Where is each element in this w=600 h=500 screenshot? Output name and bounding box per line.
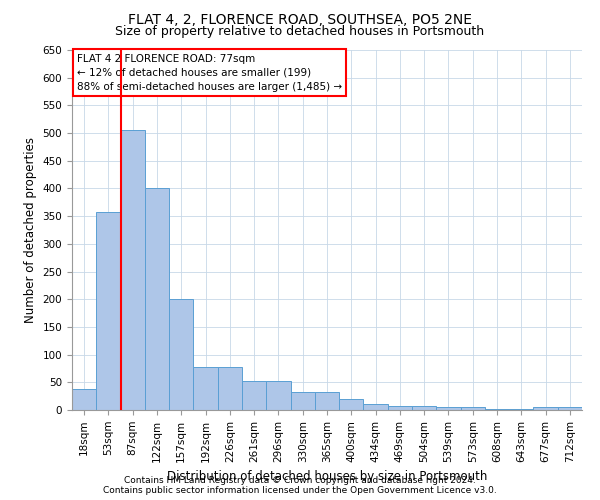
Bar [388, 406, 412, 410]
Text: FLAT 4, 2, FLORENCE ROAD, SOUTHSEA, PO5 2NE: FLAT 4, 2, FLORENCE ROAD, SOUTHSEA, PO5 … [128, 12, 472, 26]
Bar [218, 367, 242, 410]
Bar [266, 380, 290, 410]
Bar [436, 407, 461, 410]
Text: Contains HM Land Registry data © Crown copyright and database right 2024.: Contains HM Land Registry data © Crown c… [124, 476, 476, 485]
Bar [72, 389, 96, 410]
Text: FLAT 4 2 FLORENCE ROAD: 77sqm
← 12% of detached houses are smaller (199)
88% of : FLAT 4 2 FLORENCE ROAD: 77sqm ← 12% of d… [77, 54, 342, 92]
Bar [558, 407, 582, 410]
Bar [364, 404, 388, 410]
Bar [461, 407, 485, 410]
Y-axis label: Number of detached properties: Number of detached properties [24, 137, 37, 323]
Bar [193, 367, 218, 410]
Bar [96, 212, 121, 410]
Text: Contains public sector information licensed under the Open Government Licence v3: Contains public sector information licen… [103, 486, 497, 495]
Bar [533, 407, 558, 410]
Bar [242, 380, 266, 410]
X-axis label: Distribution of detached houses by size in Portsmouth: Distribution of detached houses by size … [167, 470, 487, 483]
Bar [412, 406, 436, 410]
Text: Size of property relative to detached houses in Portsmouth: Size of property relative to detached ho… [115, 25, 485, 38]
Bar [290, 392, 315, 410]
Bar [315, 392, 339, 410]
Bar [485, 409, 509, 410]
Bar [169, 299, 193, 410]
Bar [121, 130, 145, 410]
Bar [339, 399, 364, 410]
Bar [145, 188, 169, 410]
Bar [509, 409, 533, 410]
